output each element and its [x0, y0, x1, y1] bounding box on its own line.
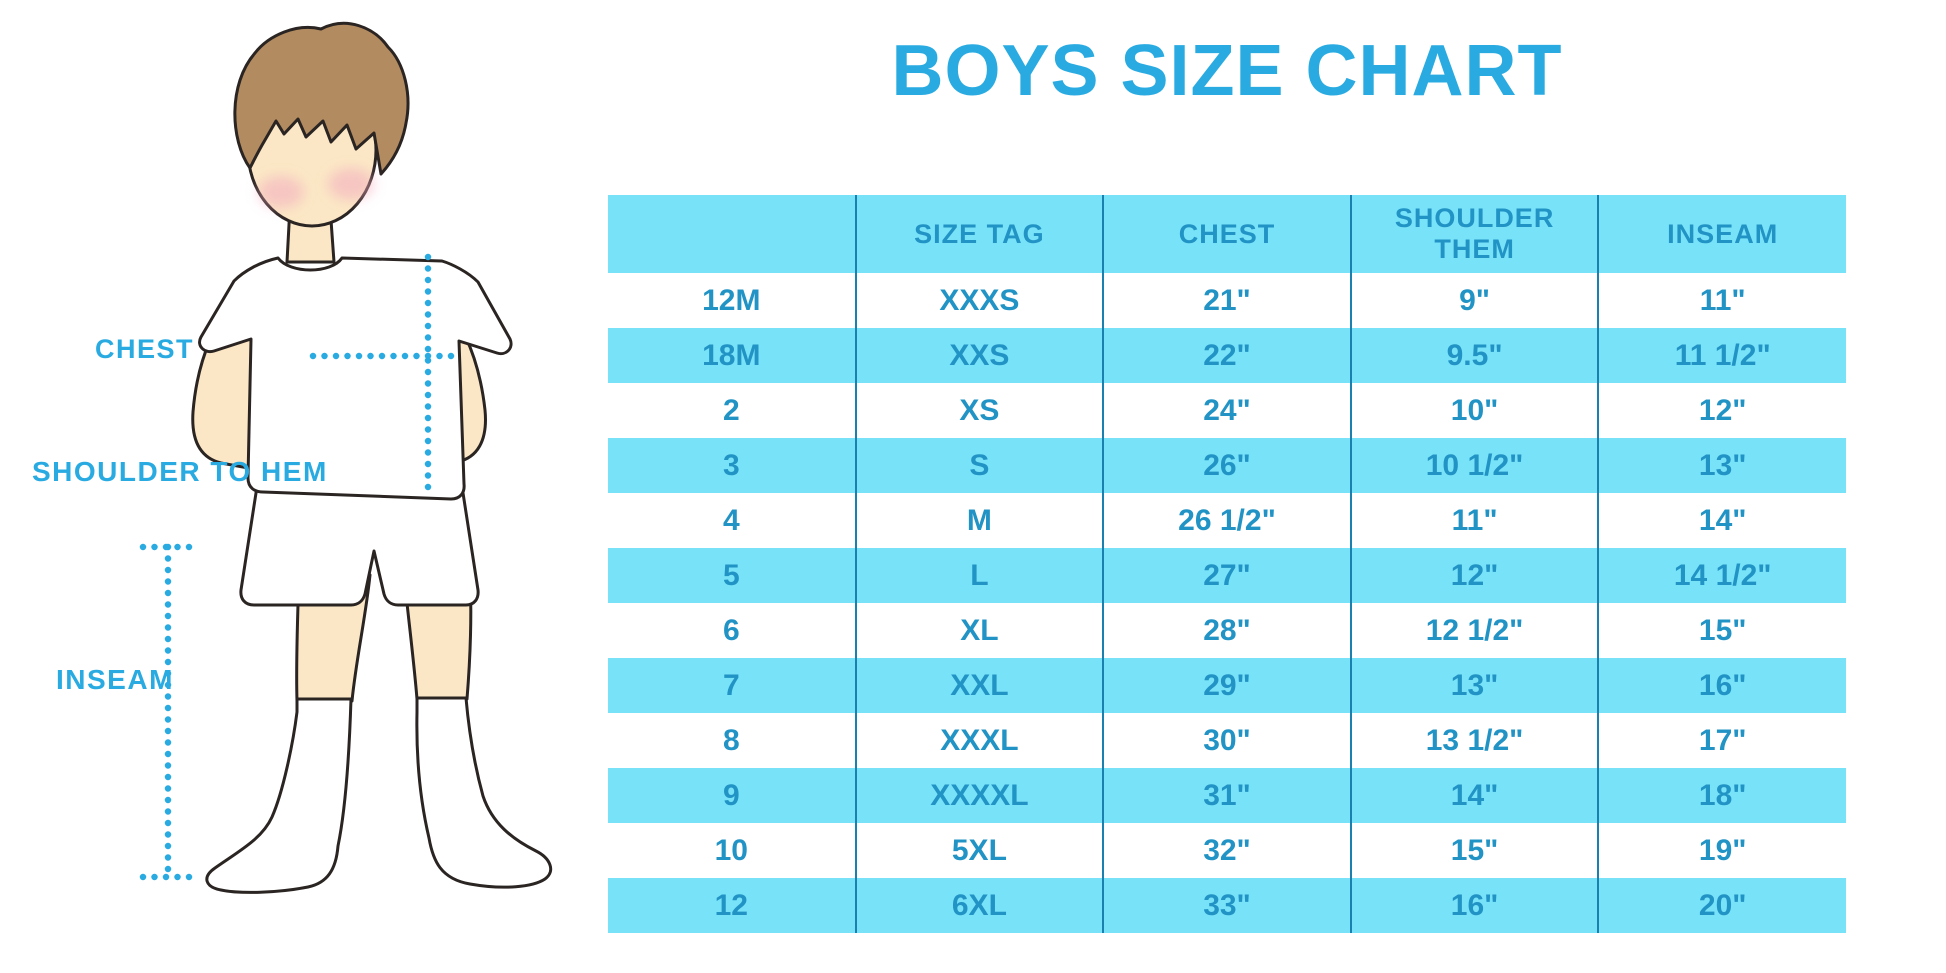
- table-cell: S: [854, 438, 1104, 493]
- table-cell: 10 1/2": [1349, 438, 1599, 493]
- table-row: 4 M 26 1/2" 11" 14": [608, 493, 1846, 548]
- table-cell: 8: [722, 723, 740, 757]
- table-cell: 17": [1597, 713, 1846, 768]
- table-cell: 12 1/2": [1349, 603, 1599, 658]
- table-row: 7 XXL 29" 13" 16": [608, 658, 1846, 713]
- table-cell: 28": [1102, 603, 1351, 658]
- table-cell: 13": [1597, 438, 1846, 493]
- table-cell: 6XL: [854, 878, 1104, 933]
- table-cell: XXXS: [854, 273, 1104, 328]
- table-cell: 24": [1102, 383, 1351, 438]
- inseam-measure-label: INSEAM: [56, 664, 174, 695]
- table-cell: 15": [1349, 823, 1599, 878]
- table-row: 9 XXXXL 31" 14" 18": [608, 768, 1846, 823]
- table-cell: 11 1/2": [1597, 328, 1846, 383]
- table-cell: XXL: [854, 658, 1104, 713]
- table-cell: 30": [1102, 713, 1351, 768]
- table-cell: 12M: [702, 283, 761, 317]
- table-cell: 2: [722, 393, 740, 427]
- right-cheek: [328, 168, 374, 200]
- table-cell: 12: [714, 888, 748, 922]
- table-cell: 19": [1597, 823, 1846, 878]
- chest-measure-label: CHEST: [95, 334, 195, 364]
- table-cell: 5XL: [854, 823, 1104, 878]
- table-cell: 18": [1597, 768, 1846, 823]
- table-cell: 9.5": [1349, 328, 1599, 383]
- column-header-inseam: INSEAM: [1597, 195, 1846, 273]
- hair: [233, 21, 410, 176]
- size-table-body: 12M XXXS 21" 9" 11" 18M XXS 22" 9.5" 11 1/2" 2 XS 24…: [608, 273, 1846, 933]
- table-cell: XXS: [854, 328, 1104, 383]
- table-cell: 18M: [702, 338, 761, 372]
- page-title: BOYS SIZE CHART: [891, 31, 1563, 111]
- table-cell: 33": [1102, 878, 1351, 933]
- header-row: SIZE TAG CHEST SHOULDER THEM INSEAM: [608, 195, 1846, 273]
- table-cell: 5: [722, 558, 740, 592]
- table-cell: 22": [1102, 328, 1351, 383]
- right-sock: [415, 696, 553, 889]
- measurement-figure: CHEST SHOULDER TO HEM INSEAM: [0, 0, 575, 973]
- table-cell: 9: [722, 778, 740, 812]
- table-cell: 4: [722, 503, 740, 537]
- table-cell: 13 1/2": [1349, 713, 1599, 768]
- table-cell: 6: [722, 613, 740, 647]
- table-cell: XS: [854, 383, 1104, 438]
- table-cell: 21": [1102, 273, 1351, 328]
- table-cell: XXXL: [854, 713, 1104, 768]
- table-cell: 11": [1349, 493, 1599, 548]
- table-cell: 29": [1102, 658, 1351, 713]
- column-header-shoulder-them: SHOULDER THEM: [1349, 195, 1599, 273]
- table-cell: 20": [1597, 878, 1846, 933]
- table-cell: 3: [722, 448, 740, 482]
- shorts: [239, 478, 480, 607]
- table-cell: 11": [1597, 273, 1846, 328]
- left-sock: [205, 697, 353, 894]
- table-cell: 9": [1349, 273, 1599, 328]
- table-row: 5 L 27" 12" 14 1/2": [608, 548, 1846, 603]
- table-cell: 26": [1102, 438, 1351, 493]
- table-row: 18M XXS 22" 9.5" 11 1/2": [608, 328, 1846, 383]
- table-row: 8 XXXL 30" 13 1/2" 17": [608, 713, 1846, 768]
- table-row: 6 XL 28" 12 1/2" 15": [608, 603, 1846, 658]
- table-cell: 16": [1597, 658, 1846, 713]
- table-row: 12M XXXS 21" 9" 11": [608, 273, 1846, 328]
- column-header-chest: CHEST: [1102, 195, 1351, 273]
- table-cell: 32": [1102, 823, 1351, 878]
- table-cell: 14": [1597, 493, 1846, 548]
- table-cell: 27": [1102, 548, 1351, 603]
- t-shirt: [198, 256, 513, 501]
- table-cell: 14": [1349, 768, 1599, 823]
- size-table: SIZE TAG CHEST SHOULDER THEM INSEAM 12M XXXS…: [608, 195, 1846, 933]
- table-row: 12 6XL 33" 16" 20": [608, 878, 1846, 933]
- table-cell: XL: [854, 603, 1104, 658]
- table-cell: XXXXL: [854, 768, 1104, 823]
- table-row: 3 S 26" 10 1/2" 13": [608, 438, 1846, 493]
- table-cell: 12": [1597, 383, 1846, 438]
- table-cell: 10: [714, 833, 748, 867]
- table-cell: 13": [1349, 658, 1599, 713]
- column-header-size-tag: SIZE TAG: [854, 195, 1104, 273]
- table-cell: 26 1/2": [1102, 493, 1351, 548]
- table-cell: 7: [722, 668, 740, 702]
- table-cell: L: [854, 548, 1104, 603]
- table-cell: 10": [1349, 383, 1599, 438]
- column-header-size: [608, 195, 856, 273]
- table-cell: 12": [1349, 548, 1599, 603]
- table-row: 10 5XL 32" 15" 19": [608, 823, 1846, 878]
- table-cell: 15": [1597, 603, 1846, 658]
- table-cell: M: [854, 493, 1104, 548]
- table-cell: 16": [1349, 878, 1599, 933]
- table-cell: 14 1/2": [1597, 548, 1846, 603]
- table-cell: 31": [1102, 768, 1351, 823]
- size-table-header: SIZE TAG CHEST SHOULDER THEM INSEAM: [608, 195, 1846, 273]
- table-row: 2 XS 24" 10" 12": [608, 383, 1846, 438]
- left-cheek: [258, 176, 304, 208]
- boy-illustration: [139, 21, 553, 894]
- shoulder-to-hem-measure-label: SHOULDER TO HEM: [32, 456, 328, 487]
